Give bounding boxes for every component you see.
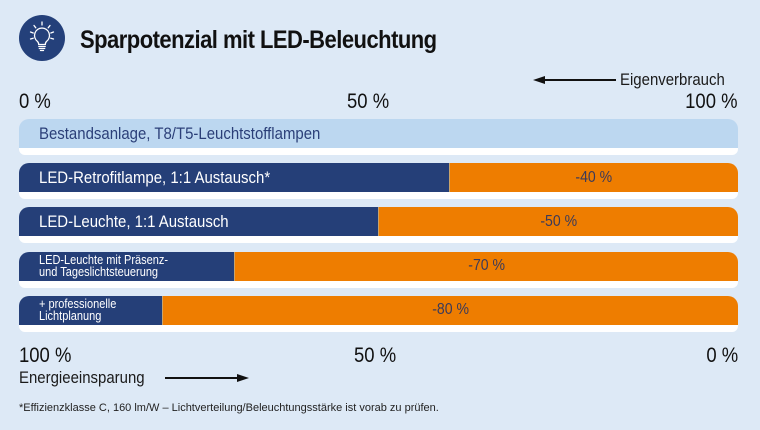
bar-row: -70 % LED-Leuchte mit Präsenz- und Tagesl… (19, 251, 738, 288)
bar: -70 % LED-Leuchte mit Präsenz- und Tagesl… (19, 251, 738, 281)
baseline-bar-segment (19, 119, 738, 148)
bar-row: -50 % LED-Leuchte, 1:1 Austausch (19, 207, 738, 244)
savings-data-label: -40 % (575, 168, 613, 186)
category-label: LED-Retrofitlampe, 1:1 Austausch* (39, 167, 271, 187)
bar: Bestandsanlage, T8/T5-Leuchtstofflampen (19, 119, 738, 148)
bottom-tick-100: 100 % (19, 344, 72, 367)
arrow-line-bottom (165, 377, 237, 379)
savings-bar-segment (450, 163, 738, 193)
bar: -40 % LED-Retrofitlampe, 1:1 Austausch* (19, 163, 738, 193)
top-tick-100: 100 % (685, 90, 738, 113)
consumption-axis-label: Eigenverbrauch (620, 70, 725, 89)
bar-row: Bestandsanlage, T8/T5-Leuchtstofflampen (19, 119, 738, 155)
chart-title: Sparpotenzial mit LED-Beleuchtung (80, 26, 437, 54)
bottom-tick-50: 50 % (354, 344, 397, 367)
bar-row: -80 % + professionelle Lichtplanung (19, 295, 738, 332)
lightbulb-icon (19, 15, 65, 61)
savings-bar-segment (234, 251, 738, 281)
savings-axis-label: Energieeinsparung (19, 368, 145, 387)
bar: -50 % LED-Leuchte, 1:1 Austausch (19, 207, 738, 237)
top-tick-0: 0 % (19, 90, 51, 113)
consumption-bar-segment (19, 251, 235, 281)
savings-data-label: -70 % (467, 257, 505, 275)
bottom-tick-0: 0 % (706, 344, 738, 367)
category-label: LED-Leuchte, 1:1 Austausch (39, 211, 229, 231)
savings-bar-segment (162, 295, 738, 325)
category-label: + professionelle Lichtplanung (39, 297, 117, 324)
category-label: LED-Leuchte mit Präsenz- und Tageslichts… (39, 253, 169, 280)
consumption-bar-segment (19, 207, 379, 237)
bar-row: -40 % LED-Retrofitlampe, 1:1 Austausch* (19, 163, 738, 200)
bar: -80 % + professionelle Lichtplanung (19, 295, 738, 325)
arrow-line-top (540, 79, 616, 81)
savings-data-label: -50 % (539, 212, 577, 230)
arrow-right-icon (237, 374, 249, 382)
consumption-bar-segment (19, 295, 163, 325)
top-tick-50: 50 % (347, 90, 390, 113)
category-label: Bestandsanlage, T8/T5-Leuchtstofflampen (39, 123, 321, 143)
arrow-left-icon (533, 76, 545, 84)
savings-bar-segment (378, 207, 738, 237)
footnote: *Effizienzklasse C, 160 lm/W – Lichtvert… (19, 402, 439, 414)
savings-data-label: -80 % (431, 301, 469, 319)
consumption-bar-segment (19, 163, 451, 193)
